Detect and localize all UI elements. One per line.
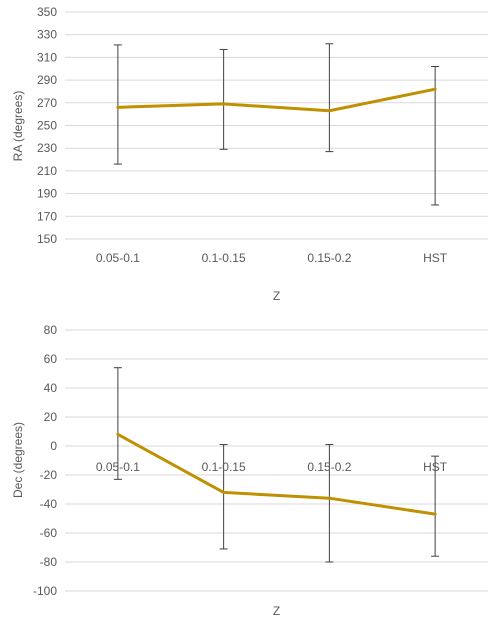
dec-y-tick-label: 60: [44, 352, 58, 366]
ra-y-tick-label: 310: [37, 50, 57, 64]
ra-y-tick-label: 230: [37, 141, 57, 155]
dec-y-tick-label: -100: [33, 584, 57, 598]
dec-data-point: [327, 496, 331, 500]
ra-error-bar: [431, 65, 440, 206]
dec-y-tick-label: -60: [40, 526, 58, 540]
ra-error-bar: [113, 44, 122, 165]
ra-y-tick-label: 170: [37, 209, 57, 223]
ra-y-tick-label: 250: [37, 119, 57, 133]
dec-error-bar: [113, 367, 122, 480]
dec-error-bar: [431, 455, 440, 557]
dec-data-point: [116, 432, 120, 436]
ra-series-line: [117, 87, 436, 113]
ra-data-point: [327, 109, 331, 113]
ra-y-tick-label: 350: [37, 5, 57, 19]
ra-chart: 150 170 190 210 230 250 270 290 310 330 350 0.05-0.…: [11, 5, 488, 303]
dec-y-tick-label: -40: [40, 497, 58, 511]
dec-data-point: [433, 512, 437, 516]
dec-y-tick-label: -80: [40, 555, 58, 569]
ra-error-bar: [325, 43, 334, 153]
ra-y-tick-label: 150: [37, 232, 57, 246]
dec-y-axis-title: Dec (degrees): [11, 422, 25, 498]
dec-chart: -100 -80 -60 -40 -20 0 20 40 60 80 0.05-0.1 0.1-0.1…: [11, 323, 488, 618]
ra-y-tick-label: 210: [37, 164, 57, 178]
dec-x-tick-label: 0.05-0.1: [96, 460, 140, 474]
dec-error-bar: [325, 444, 334, 563]
ra-x-tick-label: 0.15-0.2: [307, 251, 351, 265]
dec-y-tick-label: 0: [50, 439, 57, 453]
dec-y-tick-label: 40: [44, 381, 58, 395]
ra-data-point: [433, 87, 437, 91]
ra-data-point: [222, 102, 226, 106]
dec-series-line: [117, 433, 436, 516]
ra-x-axis-title: Z: [273, 289, 280, 303]
ra-y-axis-title: RA (degrees): [11, 91, 25, 162]
ra-x-tick-label: HST: [423, 251, 448, 265]
dec-x-axis-title: Z: [273, 604, 280, 618]
ra-y-tick-label: 330: [37, 28, 57, 42]
dec-error-bar: [219, 444, 228, 550]
ra-x-tick-label: 0.05-0.1: [96, 251, 140, 265]
dec-x-tick-label: 0.15-0.2: [307, 460, 351, 474]
dec-y-tick-label: 20: [44, 410, 58, 424]
ra-error-bar: [219, 48, 228, 150]
dec-y-tick-label: -20: [40, 468, 58, 482]
ra-data-point: [116, 105, 120, 109]
ra-y-tick-label: 190: [37, 187, 57, 201]
dec-data-point: [222, 490, 226, 494]
ra-y-tick-label: 290: [37, 73, 57, 87]
dec-x-tick-label: HST: [423, 460, 448, 474]
dec-y-tick-label: 80: [44, 323, 58, 337]
ra-y-tick-label: 270: [37, 96, 57, 110]
ra-x-tick-label: 0.1-0.15: [202, 251, 246, 265]
dec-x-tick-label: 0.1-0.15: [202, 460, 246, 474]
